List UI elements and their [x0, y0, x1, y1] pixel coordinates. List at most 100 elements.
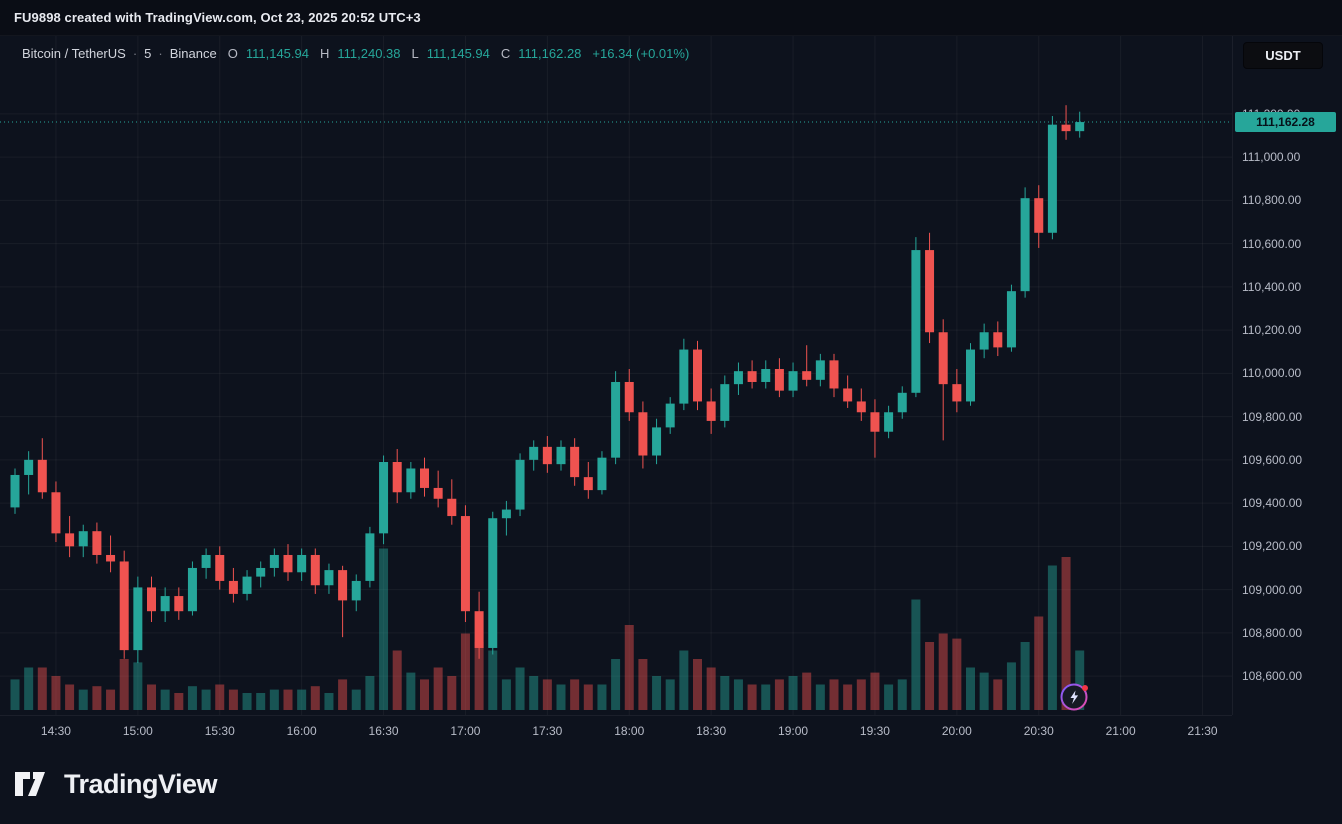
candle-body	[215, 554, 225, 581]
price-axis-label: 108,600.00	[1242, 669, 1303, 684]
candle-body	[515, 459, 525, 510]
candlestick-chart[interactable]	[0, 36, 1232, 715]
candle-body	[747, 371, 757, 382]
candle-body	[611, 381, 621, 458]
volume-bar	[365, 676, 375, 710]
volume-bar	[37, 667, 47, 710]
time-axis-label: 17:30	[532, 724, 563, 738]
volume-bar	[1075, 650, 1085, 710]
volume-bar	[979, 672, 989, 710]
volume-bar	[570, 679, 580, 710]
volume-bar	[10, 679, 20, 710]
high-value: 111,240.38	[337, 46, 401, 61]
candle-body	[283, 554, 293, 573]
candle-body	[174, 596, 184, 612]
candle-body	[51, 492, 61, 534]
candle-body	[570, 446, 580, 478]
candle-body	[242, 576, 252, 594]
candle-body	[133, 587, 143, 651]
volume-bar	[993, 679, 1003, 710]
close-label: C	[500, 46, 511, 61]
volume-bar	[392, 650, 402, 710]
candle-body	[420, 468, 429, 488]
legend-separator: ·	[132, 46, 138, 61]
time-axis-label: 16:00	[286, 724, 317, 738]
candle-body	[652, 427, 662, 456]
chart-plot[interactable]: Bitcoin / TetherUS · 5 · Binance O 111,14…	[0, 36, 1232, 715]
candle-body	[829, 360, 839, 389]
candle-body	[474, 611, 484, 648]
volume-bar	[529, 676, 539, 710]
candle-body	[65, 533, 75, 547]
candle-body	[338, 570, 348, 601]
candle-body	[856, 401, 866, 413]
candle-body	[665, 403, 675, 428]
interval-label[interactable]: 5	[144, 46, 152, 61]
volume-bar	[870, 672, 880, 710]
flash-icon	[1060, 683, 1088, 711]
volume-bar	[324, 693, 334, 710]
footer-bar: TradingView	[0, 745, 1342, 824]
volume-bar	[638, 659, 648, 710]
volume-bar	[733, 679, 743, 710]
candle-body	[1034, 198, 1044, 233]
candle-body	[351, 580, 361, 601]
time-axis-label: 21:30	[1187, 724, 1218, 738]
candle-body	[160, 596, 170, 612]
candle-body	[365, 533, 375, 581]
volume-bar	[966, 667, 975, 710]
change-value: +16.34 (+0.01%)	[592, 46, 690, 61]
chart-legend[interactable]: Bitcoin / TetherUS · 5 · Binance O 111,14…	[22, 46, 689, 61]
time-axis-label: 16:30	[368, 724, 399, 738]
candle-body	[938, 332, 948, 385]
legend-separator: ·	[158, 46, 163, 61]
price-axis-label: 109,000.00	[1242, 582, 1303, 597]
volume-bar	[542, 679, 552, 710]
candle-body	[324, 570, 334, 586]
volume-bar	[1061, 557, 1071, 710]
flash-events-button[interactable]	[1059, 681, 1091, 713]
time-axis-label: 17:00	[450, 724, 481, 738]
candle-body	[269, 554, 279, 568]
price-axis[interactable]: USDT 111,200.00111,000.00110,800.00110,6…	[1232, 36, 1342, 715]
volume-bar	[884, 684, 894, 710]
time-axis-label: 15:30	[204, 724, 235, 738]
price-axis-label: 111,000.00	[1242, 150, 1301, 165]
volume-bar	[460, 633, 470, 710]
volume-bar	[406, 672, 416, 710]
volume-bar	[829, 679, 839, 710]
symbol-title[interactable]: Bitcoin / TetherUS	[22, 46, 126, 61]
candle-body	[10, 474, 20, 508]
candle-body	[147, 587, 156, 612]
volume-bar	[925, 642, 935, 710]
candle-body	[556, 446, 566, 465]
time-axis[interactable]: 14:30 15:00 15:30 16:00 16:30 17:00 17:30 18:00…	[0, 715, 1232, 745]
low-value: 111,145.94	[426, 46, 490, 61]
candle-body	[720, 384, 730, 421]
candle-body	[1020, 198, 1030, 292]
candle-body	[911, 250, 921, 393]
candle-body	[392, 461, 402, 493]
volume-bar	[310, 686, 320, 710]
candle-body	[460, 516, 470, 612]
candle-body	[1006, 291, 1016, 348]
volume-bar	[133, 662, 143, 710]
candle-body	[433, 487, 443, 499]
currency-toggle-button[interactable]: USDT	[1243, 42, 1323, 69]
volume-bar	[706, 667, 716, 710]
volume-bar	[106, 689, 116, 710]
volume-bar	[201, 689, 211, 710]
volume-bar	[338, 679, 348, 710]
volume-bar	[952, 638, 962, 710]
candle-body	[952, 384, 962, 402]
candle-body	[966, 349, 975, 402]
candle-body	[597, 457, 607, 491]
volume-bar	[119, 659, 129, 710]
tradingview-logo[interactable]: TradingView	[14, 769, 218, 800]
candle-body	[529, 446, 539, 460]
candle-body	[679, 349, 689, 404]
volume-bar	[92, 686, 102, 710]
candle-body	[201, 554, 211, 568]
volume-bar	[843, 684, 853, 710]
